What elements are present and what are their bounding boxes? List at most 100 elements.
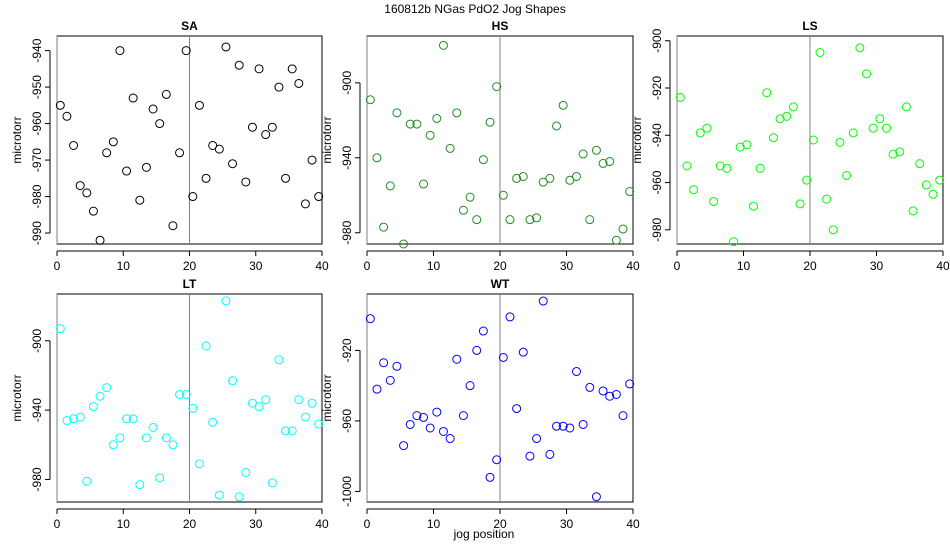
data-point [512,173,522,183]
data-point [247,122,257,132]
y-tick-label: -980 [340,220,354,244]
y-tick-label: -900 [30,328,44,352]
data-point [802,175,812,185]
data-point [102,148,112,158]
data-point [75,181,85,191]
x-tick-label: 0 [674,259,681,273]
y-tick-label: -940 [340,145,354,169]
data-point [261,395,271,405]
data-point [108,137,118,147]
data-point [281,426,291,436]
data-point [425,423,435,433]
data-point [538,296,548,306]
data-point [935,175,945,185]
data-point [300,199,310,209]
x-tick-label: 0 [54,259,61,273]
data-point [598,158,608,168]
y-tick-label: -940 [30,38,44,62]
data-point [689,185,699,195]
data-point [492,82,502,92]
data-point [161,433,171,443]
data-point [188,403,198,413]
data-point [214,490,224,500]
data-point [452,108,462,118]
data-point [815,48,825,58]
data-point [438,40,448,50]
data-point [755,163,765,173]
data-point [822,194,832,204]
data-point [525,451,535,461]
panel-title: SA [181,19,198,33]
panel-hs: HS microtorr 0 10 20 30 40 -980 -940 -900 [320,19,640,273]
data-point [788,102,798,112]
data-point [122,166,132,176]
data-point [234,60,244,70]
data-point [835,137,845,147]
data-point [141,433,151,443]
data-point [868,123,878,133]
data-point [485,472,495,482]
data-point [618,411,628,421]
data-point [512,404,522,414]
data-point [241,177,251,187]
data-point [108,440,118,450]
x-tick-label: 0 [54,517,61,531]
data-point [274,82,284,92]
y-tick-label: -960 [30,111,44,135]
data-point [405,119,415,129]
y-tick-label: -950 [30,75,44,99]
panel-wt: WT microtorr 0 10 20 30 40 -1000 -960 -920 [320,277,640,531]
data-point [148,104,158,114]
data-point [768,133,778,143]
data-point [405,419,415,429]
data-point [175,390,185,400]
x-tick-label: 40 [315,517,329,531]
y-axis-label: microtorr [630,116,644,163]
data-point [115,46,125,56]
data-point [722,163,732,173]
data-point [598,386,608,396]
data-point [419,412,429,422]
data-point [795,199,805,209]
data-point [287,426,297,436]
data-point [274,355,284,365]
data-point [412,411,422,421]
panel-title: HS [492,19,509,33]
data-point [458,411,468,421]
data-point [552,121,562,131]
data-point [254,64,264,74]
data-point [88,402,98,412]
data-point [241,468,251,478]
figure-xlabel: jog position [453,527,515,541]
data-point [69,414,79,424]
data-point [314,419,324,429]
data-point [888,149,898,159]
data-point [115,433,125,443]
data-point [281,173,291,183]
x-tick-label: 40 [626,517,640,531]
y-axis-label: microtorr [320,116,334,163]
data-point [399,239,409,249]
data-point [571,367,581,377]
data-point [901,102,911,112]
data-point [412,119,422,129]
data-point [82,476,92,486]
data-point [399,441,409,451]
data-point [565,423,575,433]
data-point [498,190,508,200]
data-point [545,449,555,459]
data-point [505,312,515,322]
data-point [452,354,462,364]
data-point [895,147,905,157]
data-point [55,100,65,110]
data-point [287,64,297,74]
data-point [715,161,725,171]
x-tick-label: 10 [117,517,131,531]
data-point [392,361,402,371]
data-point [881,123,891,133]
data-point [214,144,224,154]
data-point [695,128,705,138]
data-point [855,43,865,53]
data-point [254,402,264,412]
x-tick-label: 0 [364,259,371,273]
